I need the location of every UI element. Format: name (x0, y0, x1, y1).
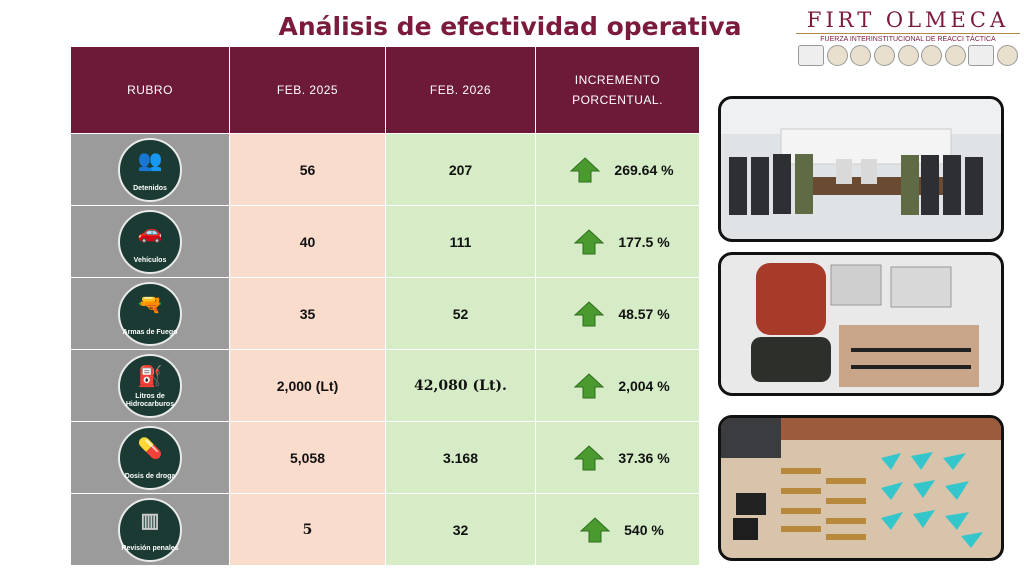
feb-2026-value: 32 (385, 493, 536, 566)
header-feb-2026: FEB. 2026 (385, 46, 536, 134)
firt-seal-icon (997, 45, 1018, 66)
seal-icon (850, 45, 872, 66)
seized-weapons-drugs-image (721, 418, 1001, 548)
up-arrow-icon (574, 444, 605, 470)
rubro-cell: 👥 Detenidos (70, 133, 230, 206)
rubro-cell: 💊 Dosis de droga (70, 421, 230, 494)
vehicle-icon: 🚗 Vehículos (118, 209, 182, 274)
increase-value: 269.64 % (614, 161, 674, 178)
fgr-seal-icon (968, 45, 995, 66)
feb-2026-value: 42,080 (Lt). (385, 349, 536, 422)
seal-icon (873, 45, 895, 66)
increase-value: 2,004 % (618, 377, 670, 394)
feb-2025-value: 56 (229, 133, 386, 206)
fuel-icon-glyph: ⛽ (137, 365, 163, 388)
rubro-label: Detenidos (133, 184, 167, 192)
increase-value: 48.57 % (618, 305, 670, 322)
effectiveness-table: RUBRO FEB. 2025 FEB. 2026 INCREMENTO POR… (70, 46, 700, 566)
up-arrow-icon (580, 516, 611, 542)
fuel-icon: ⛽ Litros de Hidrocarburos (118, 353, 182, 418)
detainees-lineup-photo (718, 96, 1004, 242)
increase-cell: 177.5 % (535, 205, 700, 278)
seal-icon (897, 45, 919, 66)
increase-cell: 37.36 % (535, 421, 700, 494)
tabasco-seal-icon (798, 45, 824, 66)
up-arrow-icon (574, 300, 605, 326)
seized-weapons-drugs-photo (718, 415, 1004, 561)
table-row: 👥 Detenidos 56 207 269.64 % (70, 133, 700, 206)
firearms-icon-glyph: 🔫 (137, 293, 163, 316)
feb-2025-value: 2,000 (Lt) (229, 349, 386, 422)
rubro-label: Litros de Hidrocarburos (125, 392, 175, 408)
prison-icon: ▥ Revisión penales (118, 497, 182, 562)
up-arrow-icon (570, 156, 601, 182)
increase-cell: 540 % (535, 493, 700, 566)
feb-2025-value: 5,058 (229, 421, 386, 494)
detainees-icon: 👥 Detenidos (118, 137, 182, 202)
table-row: 🚗 Vehículos 40 111 177.5 % (70, 205, 700, 278)
seal-icon (826, 45, 848, 66)
institution-seals (796, 45, 1020, 66)
up-arrow-icon (574, 372, 605, 398)
seized-items-image (751, 263, 979, 387)
rubro-label: Revisión penales (121, 544, 179, 552)
rubro-label: Vehículos (133, 256, 167, 264)
brand-logo: FIRT OLMECA FUERZA INTERINSTITUCIONAL DE… (796, 8, 1020, 66)
increase-value: 540 % (624, 521, 664, 538)
table-row: ⛽ Litros de Hidrocarburos 2,000 (Lt) 42,080… (70, 349, 700, 422)
star-seal-icon (944, 45, 966, 66)
seized-items-photo (718, 252, 1004, 396)
firearms-icon: 🔫 Armas de Fuego (118, 281, 182, 346)
increase-cell: 48.57 % (535, 277, 700, 350)
page-title: Análisis de efectividad operativa (278, 12, 742, 41)
rubro-label: Dosis de droga (124, 472, 176, 480)
feb-2026-value: 3.168 (385, 421, 536, 494)
seal-icon (921, 45, 943, 66)
rubro-label: Armas de Fuego (122, 328, 178, 336)
brand-subtitle: FUERZA INTERINSTITUCIONAL DE REACCI TÁCT… (796, 33, 1020, 43)
feb-2025-value: 5 (229, 493, 386, 566)
header-rubro: RUBRO (70, 46, 230, 134)
table-row: 🔫 Armas de Fuego 35 52 48.57 % (70, 277, 700, 350)
detainees-lineup-image (721, 99, 1001, 215)
table-header-row: RUBRO FEB. 2025 FEB. 2026 INCREMENTO POR… (70, 46, 700, 134)
increase-cell: 2,004 % (535, 349, 700, 422)
feb-2025-value: 40 (229, 205, 386, 278)
header-increase: INCREMENTO PORCENTUAL. (535, 46, 700, 134)
feb-2026-value: 52 (385, 277, 536, 350)
rubro-cell: 🚗 Vehículos (70, 205, 230, 278)
increase-value: 37.36 % (618, 449, 670, 466)
rubro-cell: ⛽ Litros de Hidrocarburos (70, 349, 230, 422)
rubro-cell: ▥ Revisión penales (70, 493, 230, 566)
up-arrow-icon (574, 228, 605, 254)
table-row: 💊 Dosis de droga 5,058 3.168 37.36 % (70, 421, 700, 494)
detainees-icon-glyph: 👥 (137, 149, 163, 172)
prison-icon-glyph: ▥ (140, 509, 160, 532)
table-row: ▥ Revisión penales 5 32 540 % (70, 493, 700, 566)
feb-2025-value: 35 (229, 277, 386, 350)
feb-2026-value: 111 (385, 205, 536, 278)
drugs-icon: 💊 Dosis de droga (118, 425, 182, 490)
increase-cell: 269.64 % (535, 133, 700, 206)
brand-name: FIRT OLMECA (806, 8, 1010, 32)
increase-value: 177.5 % (618, 233, 670, 250)
header-increase-label: INCREMENTO PORCENTUAL. (572, 73, 663, 107)
drugs-icon-glyph: 💊 (137, 437, 163, 460)
header-feb-2025: FEB. 2025 (229, 46, 386, 134)
rubro-cell: 🔫 Armas de Fuego (70, 277, 230, 350)
feb-2026-value: 207 (385, 133, 536, 206)
vehicle-icon-glyph: 🚗 (137, 221, 163, 244)
